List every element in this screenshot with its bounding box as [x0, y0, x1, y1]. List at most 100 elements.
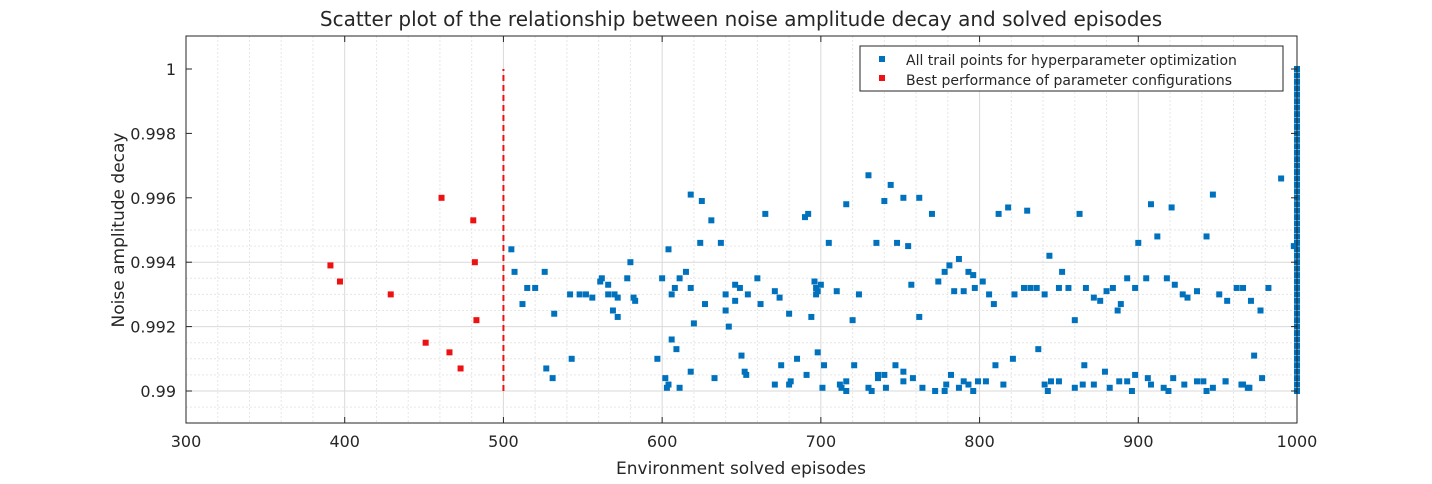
point-all-trials	[916, 194, 923, 201]
point-all-trials	[992, 362, 999, 369]
point-all-trials	[892, 362, 899, 369]
point-all-trials	[1047, 378, 1054, 385]
point-all-trials	[711, 375, 718, 382]
point-all-trials	[725, 323, 732, 330]
point-all-trials	[743, 371, 750, 378]
point-all-trials	[881, 198, 888, 205]
point-all-trials	[851, 362, 858, 369]
point-all-trials	[1033, 284, 1040, 291]
point-all-trials	[916, 313, 923, 320]
x-tick-label: 600	[647, 432, 678, 451]
point-all-trials	[568, 355, 575, 362]
point-all-trials	[1246, 384, 1253, 391]
point-all-trials	[1216, 291, 1223, 298]
point-all-trials	[551, 310, 558, 317]
point-all-trials	[1116, 378, 1123, 385]
point-all-trials	[1090, 294, 1097, 301]
point-all-trials	[881, 371, 888, 378]
point-all-trials	[836, 381, 843, 388]
x-tick-label: 800	[964, 432, 995, 451]
point-all-trials	[982, 378, 989, 385]
point-all-trials	[1000, 381, 1007, 388]
point-all-trials	[690, 320, 697, 327]
point-all-trials	[786, 310, 793, 317]
point-all-trials	[687, 284, 694, 291]
point-all-trials	[894, 239, 901, 246]
point-all-trials	[543, 365, 550, 372]
point-all-trials	[567, 291, 574, 298]
point-all-trials	[738, 352, 745, 359]
y-tick-label: 0.994	[130, 253, 176, 272]
legend-label-all: All trail points for hyperparameter opti…	[906, 53, 1237, 69]
point-all-trials	[955, 255, 962, 262]
point-all-trials	[1257, 307, 1264, 314]
point-all-trials	[1132, 371, 1139, 378]
point-best-config	[457, 365, 464, 372]
point-all-trials	[811, 278, 818, 285]
point-all-trials	[1081, 362, 1088, 369]
point-all-trials	[1035, 346, 1042, 353]
point-all-trials	[849, 317, 856, 324]
point-all-trials	[1170, 375, 1177, 382]
point-all-trials	[1194, 378, 1201, 385]
y-tick-label: 0.998	[130, 124, 176, 143]
point-all-trials	[948, 371, 955, 378]
point-all-trials	[1055, 284, 1062, 291]
point-all-trials	[905, 243, 912, 250]
point-all-trials	[687, 368, 694, 375]
point-all-trials	[900, 378, 907, 385]
legend-marker-all	[879, 56, 885, 62]
point-all-trials	[722, 291, 729, 298]
point-best-config	[438, 194, 445, 201]
point-all-trials	[1011, 291, 1018, 298]
point-all-trials	[813, 291, 820, 298]
point-all-trials	[701, 301, 708, 308]
point-all-trials	[995, 210, 1002, 217]
point-all-trials	[1203, 233, 1210, 240]
point-all-trials	[1147, 201, 1154, 208]
point-all-trials	[1259, 375, 1266, 382]
point-all-trials	[843, 388, 850, 394]
point-all-trials	[541, 268, 548, 275]
point-all-trials	[576, 291, 583, 298]
y-tick-label: 0.996	[130, 189, 176, 208]
y-tick-label: 0.992	[130, 318, 176, 337]
point-all-trials	[1144, 375, 1151, 382]
point-all-trials	[665, 381, 672, 388]
point-all-trials	[1114, 307, 1121, 314]
point-all-trials	[819, 384, 826, 391]
point-all-trials	[965, 381, 972, 388]
point-all-trials	[1209, 191, 1216, 198]
point-all-trials	[1009, 355, 1016, 362]
point-all-trials	[941, 268, 948, 275]
point-all-trials	[821, 362, 828, 369]
point-all-trials	[1090, 381, 1097, 388]
point-all-trials	[757, 301, 764, 308]
point-all-trials	[1163, 275, 1170, 282]
point-all-trials	[1222, 378, 1229, 385]
y-axis-ticks: 0.99 0.992 0.994 0.996 0.998 1	[130, 60, 1297, 401]
point-all-trials	[708, 217, 715, 224]
point-all-trials	[943, 381, 950, 388]
point-all-trials	[524, 284, 531, 291]
point-all-trials	[732, 281, 739, 288]
point-all-trials	[508, 246, 515, 253]
point-all-trials	[919, 384, 926, 391]
point-all-trials	[990, 301, 997, 308]
point-all-trials	[794, 355, 801, 362]
point-all-trials	[1055, 378, 1062, 385]
point-all-trials	[874, 371, 881, 378]
point-all-trials	[1200, 378, 1207, 385]
point-all-trials	[624, 275, 631, 282]
x-tick-label: 900	[1123, 432, 1154, 451]
point-all-trials	[1041, 291, 1048, 298]
point-all-trials	[1005, 204, 1012, 211]
point-all-trials	[965, 268, 972, 275]
point-all-trials	[598, 275, 605, 282]
point-best-config	[471, 259, 478, 266]
point-all-trials	[597, 278, 604, 285]
point-all-trials	[630, 294, 637, 301]
point-all-trials	[1184, 294, 1191, 301]
point-all-trials	[1079, 381, 1086, 388]
point-best-config	[327, 262, 334, 269]
